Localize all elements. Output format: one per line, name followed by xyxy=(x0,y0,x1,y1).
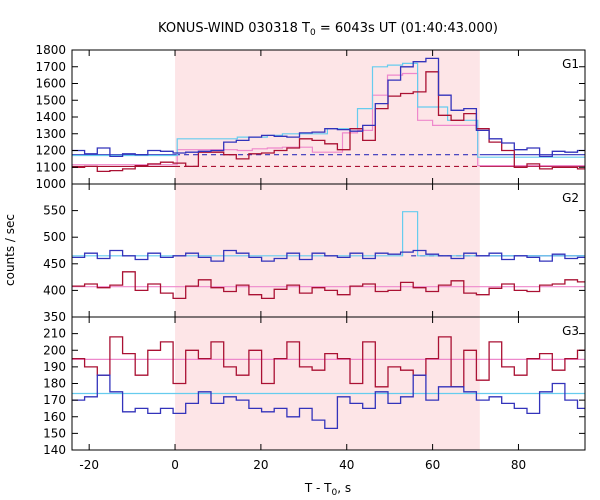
burst-interval-shade xyxy=(175,184,480,317)
y-tick-label: 1600 xyxy=(35,77,66,91)
panel-g2: 350 400 450 500 550 G2 xyxy=(43,183,586,324)
series-data-blue-g1 xyxy=(72,57,585,158)
y-tick-label: 550 xyxy=(43,204,66,218)
y-tick-label: 160 xyxy=(43,410,66,424)
y-tick-label: 1400 xyxy=(35,110,66,124)
y-axis-title: counts / sec xyxy=(3,214,17,286)
y-tick-label: 1200 xyxy=(35,144,66,158)
y-tick-label: 200 xyxy=(43,343,66,357)
burst-interval-shade xyxy=(175,50,480,184)
panel-label: G1 xyxy=(562,57,579,71)
y-tick-label: 140 xyxy=(43,443,66,457)
chart-title: KONUS-WIND 030318 T0 = 6043s UT (01:40:4… xyxy=(158,21,498,38)
y-tick-label: 190 xyxy=(43,360,66,374)
y-tick-label: 1000 xyxy=(35,177,66,191)
y-tick-label: 210 xyxy=(43,327,66,341)
y-tick-label: 400 xyxy=(43,283,66,297)
y-tick-label: 500 xyxy=(43,230,66,244)
panel-plot-area xyxy=(72,57,585,173)
x-tick-label: 20 xyxy=(253,458,268,472)
series-data-blue-g3 xyxy=(72,374,585,430)
series-fit-pink-g1 xyxy=(72,72,585,167)
y-tick-label: 1800 xyxy=(35,43,66,57)
y-tick-label: 180 xyxy=(43,377,66,391)
x-tick-label: 60 xyxy=(425,458,440,472)
y-tick-label: 1700 xyxy=(35,60,66,74)
panel-label: G2 xyxy=(562,191,579,205)
y-tick-label: 150 xyxy=(43,426,66,440)
series-data-blue-g2 xyxy=(72,249,585,262)
x-tick-label: 0 xyxy=(171,458,179,472)
y-tick-label: 1500 xyxy=(35,93,66,107)
x-tick-label: 40 xyxy=(339,458,354,472)
panel-g3: 140 150 160 170 180 190 200 210 G3 xyxy=(43,316,586,457)
series-data-red-g3 xyxy=(72,336,585,388)
y-tick-label: 1300 xyxy=(35,127,66,141)
x-tick-label: 80 xyxy=(511,458,526,472)
y-tick-label: 450 xyxy=(43,257,66,271)
panel-g1: 1000 1100 1200 1300 1400 1500 1600 1700 1800 G1 xyxy=(35,43,586,191)
series-data-red-g2 xyxy=(72,271,585,300)
panel-plot-area xyxy=(72,211,585,300)
burst-interval-shade xyxy=(175,317,480,450)
y-tick-label: 350 xyxy=(43,310,66,324)
panels-group: 100011001200130014001500160017001800G135… xyxy=(35,43,586,472)
x-tick-label: -20 xyxy=(79,458,99,472)
x-axis-title: T - T0, s xyxy=(304,481,351,498)
y-tick-label: 1100 xyxy=(35,160,66,174)
panel-plot-area xyxy=(72,336,585,430)
y-tick-label: 170 xyxy=(43,393,66,407)
series-data-red-g1 xyxy=(72,71,585,173)
panel-label: G3 xyxy=(562,324,579,338)
